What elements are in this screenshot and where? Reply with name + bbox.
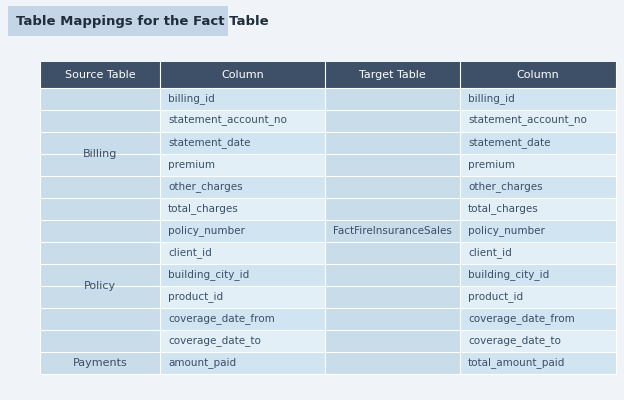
Text: policy_number: policy_number <box>168 226 245 236</box>
Bar <box>460 198 616 220</box>
Bar <box>40 286 160 308</box>
Text: total_charges: total_charges <box>468 204 539 214</box>
Bar <box>325 110 460 132</box>
Bar <box>325 352 460 374</box>
Text: premium: premium <box>468 160 515 170</box>
Text: statement_account_no: statement_account_no <box>168 116 287 126</box>
Text: Source Table: Source Table <box>65 70 135 80</box>
Bar <box>160 110 325 132</box>
Bar <box>325 286 460 308</box>
Bar <box>325 330 460 352</box>
Text: Policy: Policy <box>84 281 116 291</box>
Text: statement_account_no: statement_account_no <box>468 116 587 126</box>
Bar <box>460 330 616 352</box>
Text: coverage_date_from: coverage_date_from <box>468 314 575 324</box>
Text: other_charges: other_charges <box>468 182 543 192</box>
Text: coverage_date_to: coverage_date_to <box>468 336 561 346</box>
Text: product_id: product_id <box>468 292 523 302</box>
Bar <box>160 220 325 242</box>
Bar <box>325 132 460 154</box>
Text: statement_date: statement_date <box>468 138 550 148</box>
Bar <box>40 330 160 352</box>
Bar <box>325 220 460 242</box>
Bar <box>325 154 460 176</box>
Bar <box>40 308 160 330</box>
Bar <box>40 132 160 154</box>
Text: client_id: client_id <box>168 248 212 258</box>
Bar <box>325 264 460 286</box>
Bar <box>460 242 616 264</box>
Bar <box>460 132 616 154</box>
Text: coverage_date_from: coverage_date_from <box>168 314 275 324</box>
Text: Payments: Payments <box>72 358 127 368</box>
Bar <box>160 176 325 198</box>
Bar <box>160 308 325 330</box>
Text: statement_date: statement_date <box>168 138 250 148</box>
Bar <box>40 154 160 176</box>
Bar <box>40 198 160 220</box>
Bar <box>8 6 228 36</box>
Bar <box>160 330 325 352</box>
Bar <box>40 176 160 198</box>
Text: billing_id: billing_id <box>468 94 515 104</box>
Bar <box>325 308 460 330</box>
Bar <box>460 308 616 330</box>
Bar <box>160 88 325 110</box>
Bar <box>160 132 325 154</box>
Bar <box>40 88 160 110</box>
Bar <box>460 220 616 242</box>
Text: total_charges: total_charges <box>168 204 239 214</box>
Text: coverage_date_to: coverage_date_to <box>168 336 261 346</box>
Text: amount_paid: amount_paid <box>168 358 236 368</box>
Bar <box>160 154 325 176</box>
Text: policy_number: policy_number <box>468 226 545 236</box>
Bar <box>160 352 325 374</box>
Bar <box>460 264 616 286</box>
Text: total_amount_paid: total_amount_paid <box>468 358 565 368</box>
Text: other_charges: other_charges <box>168 182 243 192</box>
Bar <box>160 198 325 220</box>
Bar <box>460 286 616 308</box>
Text: Table Mappings for the Fact Table: Table Mappings for the Fact Table <box>16 14 268 28</box>
Bar <box>160 242 325 264</box>
Text: Billing: Billing <box>83 149 117 159</box>
Bar <box>325 176 460 198</box>
Text: billing_id: billing_id <box>168 94 215 104</box>
Bar <box>40 110 160 132</box>
Bar <box>40 242 160 264</box>
Bar <box>325 242 460 264</box>
Bar <box>325 198 460 220</box>
Text: building_city_id: building_city_id <box>168 270 249 280</box>
Text: FactFireInsuranceSales: FactFireInsuranceSales <box>333 226 452 236</box>
Bar <box>40 264 160 286</box>
Text: Column: Column <box>517 70 559 80</box>
Bar <box>460 176 616 198</box>
Text: Column: Column <box>221 70 264 80</box>
Bar <box>40 220 160 242</box>
Bar <box>460 88 616 110</box>
Bar <box>460 352 616 374</box>
Text: building_city_id: building_city_id <box>468 270 549 280</box>
Text: product_id: product_id <box>168 292 223 302</box>
Text: Target Table: Target Table <box>359 70 426 80</box>
Bar <box>460 154 616 176</box>
Bar <box>40 62 616 88</box>
Bar <box>160 286 325 308</box>
Bar <box>160 264 325 286</box>
Bar <box>40 352 160 374</box>
Bar <box>325 88 460 110</box>
Text: client_id: client_id <box>468 248 512 258</box>
Bar <box>460 110 616 132</box>
Text: premium: premium <box>168 160 215 170</box>
